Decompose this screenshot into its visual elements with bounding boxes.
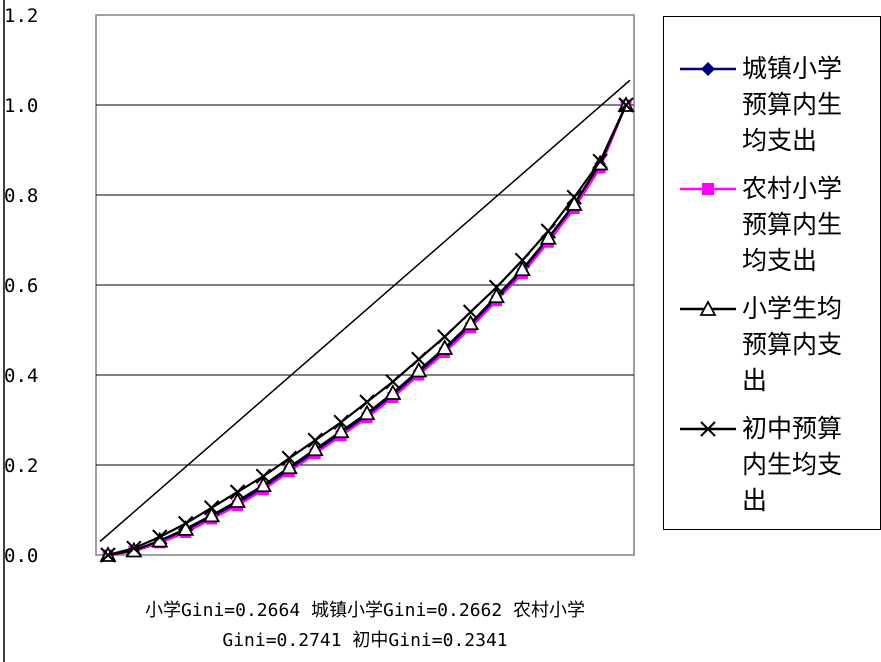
data-point: [462, 304, 479, 320]
data-point: [436, 339, 454, 355]
y-tick-label: 0.4: [4, 365, 38, 387]
gridlines: [96, 104, 634, 466]
data-point: [307, 432, 323, 448]
data-point: [255, 468, 272, 484]
series-triangle: [99, 96, 635, 562]
legend-label-junior-high: 初中预算 内生均支 出: [742, 414, 843, 515]
y-tick-label: 0.6: [4, 275, 38, 297]
series-square: [102, 99, 632, 561]
data-point: [410, 361, 428, 378]
series-x: [100, 97, 634, 563]
data-point: [358, 404, 376, 421]
data-point: [228, 492, 247, 508]
data-point: [462, 314, 480, 331]
equality-line-group: [99, 79, 631, 543]
series-line: [107, 104, 628, 557]
legend-label-rural-primary: 农村小学 预算内生 均支出: [742, 174, 843, 275]
data-point: [411, 351, 427, 367]
y-tick-label: 1.0: [4, 95, 38, 117]
data-point: [152, 529, 168, 545]
series-line: [107, 104, 628, 557]
legend-label-urban-primary: 城镇小学 预算内生 均支出: [742, 54, 843, 155]
data-point: [436, 329, 453, 345]
data-point: [540, 223, 557, 239]
data-point: [333, 414, 349, 430]
gini-caption: 小学Gini=0.2664 城镇小学Gini=0.2662 农村小学 Gini=…: [40, 596, 690, 656]
series-line: [107, 104, 627, 557]
y-tick-label: 1.2: [4, 5, 38, 27]
data-point: [566, 189, 582, 205]
series-layer: [99, 96, 635, 563]
y-tick-labels: 0.0 0.2 0.4 0.6 0.8 1.0 1.2: [4, 5, 38, 567]
data-point: [384, 384, 402, 400]
data-point: [514, 252, 531, 268]
gini-caption-line-1: 小学Gini=0.2664 城镇小学Gini=0.2662 农村小学: [144, 600, 586, 621]
data-point: [203, 500, 220, 516]
data-point: [488, 279, 505, 295]
legend: 城镇小学 预算内生 均支出 农村小学 预算内生 均支出 小学生均 预算内支 出 …: [663, 16, 881, 530]
triangle-marker-icon: [680, 300, 736, 316]
y-tick-label: 0.8: [4, 185, 38, 207]
data-point: [177, 515, 194, 532]
data-point: [487, 287, 506, 304]
gini-caption-line-2: Gini=0.2741 初中Gini=0.2341: [222, 630, 508, 651]
data-point: [126, 540, 142, 556]
y-tick-label: 0.2: [4, 455, 38, 477]
square-marker-icon: [680, 183, 736, 195]
x-marker-icon: [680, 421, 736, 437]
data-point: [203, 506, 221, 523]
data-point: [385, 374, 401, 390]
equality-line: [99, 79, 631, 543]
legend-label-primary: 小学生均 预算内支 出: [742, 294, 843, 395]
data-point: [100, 547, 116, 563]
data-point: [229, 484, 246, 500]
data-point: [359, 394, 375, 410]
series-diamond: [102, 99, 632, 561]
data-point: [254, 476, 272, 493]
data-point: [280, 458, 298, 475]
y-tick-label: 0.0: [4, 545, 38, 567]
data-point: [513, 260, 531, 277]
data-point: [539, 228, 557, 245]
data-point: [332, 422, 350, 439]
diamond-marker-icon: [680, 62, 736, 76]
series-line: [107, 104, 628, 557]
data-point: [618, 97, 634, 113]
data-point: [592, 153, 608, 169]
data-point: [306, 440, 324, 457]
data-point: [281, 450, 298, 466]
